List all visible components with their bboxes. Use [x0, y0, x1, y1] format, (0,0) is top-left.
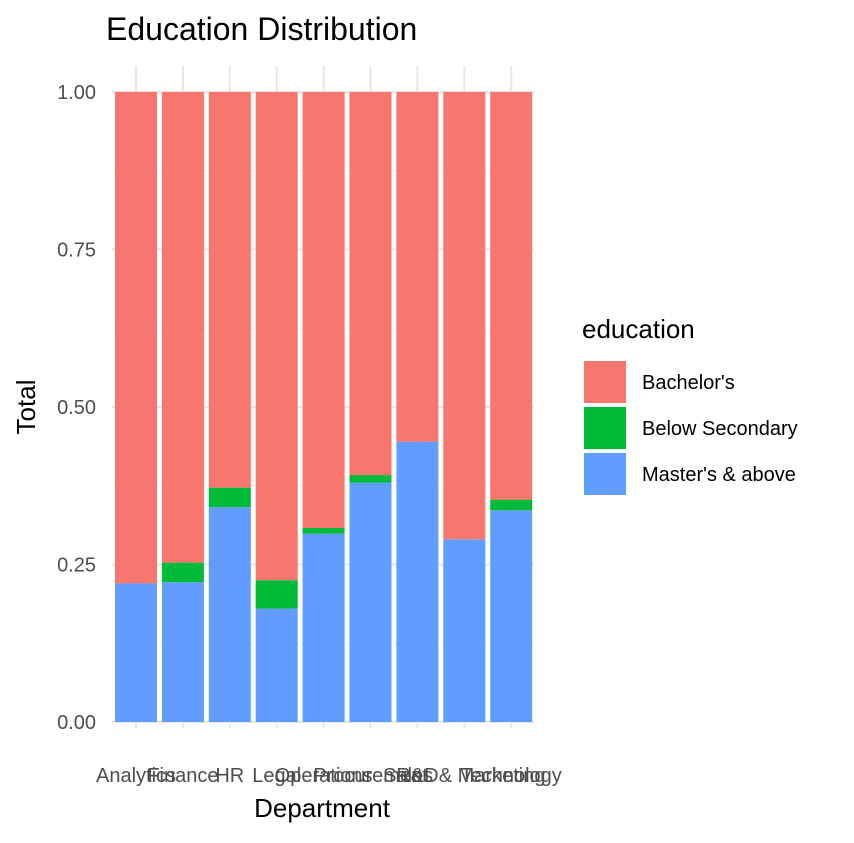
bars — [115, 92, 533, 722]
x-tick-label-6: R&D — [396, 765, 438, 787]
bar-2-series-0 — [208, 92, 251, 488]
legend-swatch-0 — [584, 361, 626, 403]
bar-4-series-0 — [302, 92, 345, 528]
bar-2-series-1 — [208, 487, 251, 508]
bar-5-series-1 — [349, 475, 392, 483]
bar-7-series-2 — [443, 539, 486, 722]
legend-swatch-1 — [584, 407, 626, 449]
x-tick-label-4: Operations — [275, 765, 373, 787]
bar-6-series-2 — [396, 441, 439, 722]
y-tick-label-2: 0.50 — [57, 397, 96, 419]
bar-3-series-2 — [255, 608, 298, 722]
bar-3-series-1 — [255, 580, 298, 609]
y-tick-label-1: 0.25 — [57, 555, 96, 577]
x-tick-label-5: Procurement — [313, 765, 428, 787]
legend-swatch-2 — [584, 453, 626, 495]
x-tick-label-2: HR — [215, 765, 244, 787]
y-tick-label-3: 0.75 — [57, 240, 96, 262]
bar-5-series-0 — [349, 92, 392, 476]
x-tick-label-3: Legal — [252, 765, 301, 787]
bar-5-series-2 — [349, 482, 392, 722]
legend-label-0: Bachelor's — [642, 372, 735, 394]
y-axis-title: Total — [11, 380, 41, 435]
legend-title: education — [582, 314, 695, 344]
y-axis-ticks: 0.00 0.25 0.50 0.75 1.00 — [57, 82, 96, 734]
bar-4-series-1 — [302, 527, 345, 534]
y-tick-label-4: 1.00 — [57, 82, 96, 104]
bar-8-series-0 — [490, 92, 533, 500]
chart-title: Education Distribution — [106, 11, 417, 47]
y-tick-label-0: 0.00 — [57, 712, 96, 734]
bar-1-series-0 — [161, 92, 204, 563]
bar-4-series-2 — [302, 533, 345, 722]
x-tick-label-7: Sales & Marketing — [383, 765, 545, 787]
bar-0-series-0 — [115, 92, 157, 584]
bar-6-series-0 — [396, 92, 439, 442]
bar-2-series-2 — [208, 507, 251, 722]
x-axis-title: Department — [254, 793, 391, 823]
bar-0-series-2 — [115, 583, 157, 722]
legend-label-1: Below Secondary — [642, 418, 798, 440]
x-tick-label-1: Finance — [147, 765, 218, 787]
bar-8-series-2 — [490, 510, 533, 722]
bar-7-series-0 — [443, 92, 486, 540]
bar-8-series-1 — [490, 499, 533, 511]
bar-1-series-2 — [161, 582, 204, 722]
legend: education Bachelor's Below Secondary Maste… — [582, 314, 798, 495]
x-tick-label-0: Analytics — [96, 765, 176, 787]
bar-3-series-0 — [255, 92, 298, 581]
legend-label-2: Master's & above — [642, 464, 796, 486]
x-tick-label-8: Technology — [461, 765, 562, 787]
bar-1-series-1 — [161, 562, 204, 583]
